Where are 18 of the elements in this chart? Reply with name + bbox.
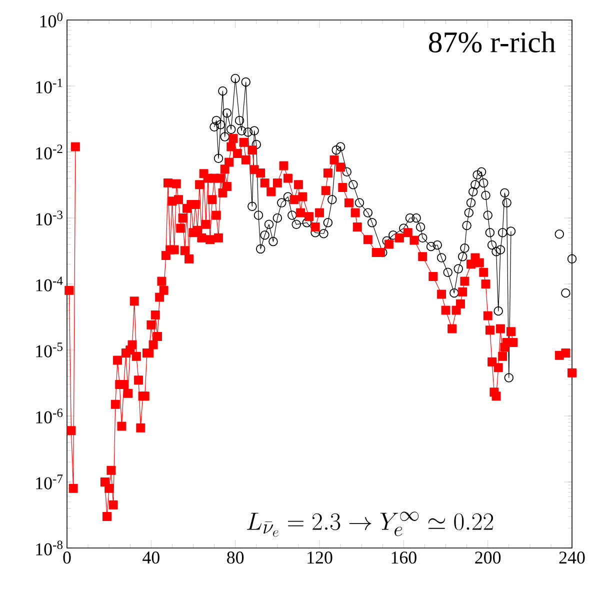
x-tick-label: 40 [142, 552, 160, 564]
y-tick-label: 10$^{0}$ [40, 12, 63, 28]
y-tick-label: 10$^{-3}$ [36, 210, 62, 226]
x-tick-label: 80 [227, 552, 244, 564]
x-tick-label: 160 [392, 552, 416, 564]
y-tick-label: 10$^{-6}$ [36, 408, 63, 424]
y-tick-label: 10$^{-5}$ [36, 342, 62, 358]
x-tick-label: 120 [308, 552, 332, 564]
y-tick-label: 10$^{-2}$ [36, 144, 62, 160]
x-tick-label: 0 [63, 552, 71, 564]
y-tick-label: 10$^{-4}$ [36, 276, 63, 292]
y-tick-label: 10$^{-1}$ [36, 78, 62, 94]
x-tick-label: 240 [559, 552, 585, 564]
chart-title: 87% r-rich [428, 31, 556, 53]
annotation: $L_{\bar{\nu}_e} = 2.3 \to Y_e^{\infty} \simeq 0.22$ [247, 512, 494, 537]
x-tick-label: 200 [475, 552, 501, 564]
y-tick-label: 10$^{-8}$ [36, 540, 62, 556]
y-tick-label: 10$^{-7}$ [36, 474, 63, 490]
